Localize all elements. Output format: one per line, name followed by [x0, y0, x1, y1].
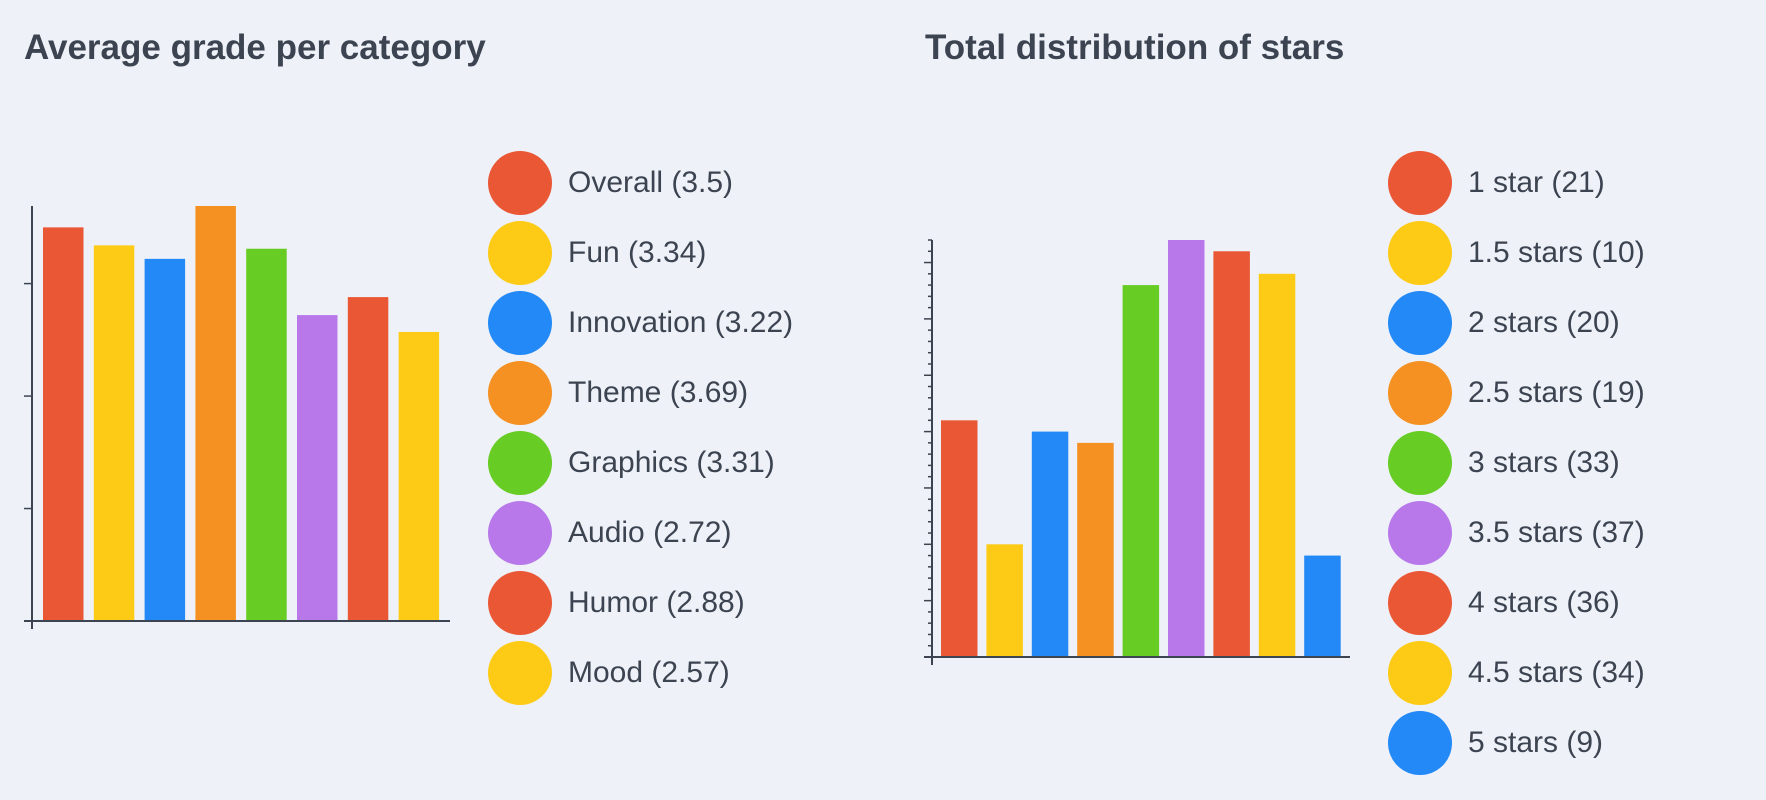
legend-item: 1 star (21) [1388, 148, 1645, 218]
legend-label: Innovation (3.22) [568, 306, 794, 339]
legend-item: 2.5 stars (19) [1388, 358, 1645, 428]
bar-fun [93, 245, 135, 621]
legend-item: Fun (3.34) [488, 218, 793, 288]
bar-humor [347, 297, 389, 621]
legend-swatch-icon [1388, 291, 1452, 355]
legend-label: 2.5 stars (19) [1468, 376, 1645, 409]
legend-item: 2 stars (20) [1388, 288, 1645, 358]
bar-innovation [144, 258, 186, 621]
legend-item: Mood (2.57) [488, 638, 793, 708]
bar-1-5-stars [986, 544, 1023, 657]
bar-mood [398, 331, 440, 621]
legend-label: 1.5 stars (10) [1468, 236, 1645, 269]
legend-swatch-icon [488, 291, 552, 355]
bar-1-star [941, 420, 978, 657]
legend-star-distribution: 1 star (21) 1.5 stars (10) 2 stars (20) 2.5… [1388, 148, 1645, 778]
bar-3-5-stars [1168, 240, 1205, 657]
legend-item: 4.5 stars (34) [1388, 638, 1645, 708]
bar-audio [297, 315, 338, 621]
legend-label: Theme (3.69) [568, 376, 749, 409]
legend-item: 1.5 stars (10) [1388, 218, 1645, 288]
legend-label: 1 star (21) [1468, 166, 1605, 199]
legend-label: 3.5 stars (37) [1468, 516, 1645, 549]
legend-label: 3 stars (33) [1468, 446, 1620, 479]
legend-label: Graphics (3.31) [568, 446, 775, 479]
bar-theme [195, 206, 236, 621]
legend-label: 2 stars (20) [1468, 306, 1620, 339]
legend-item: Innovation (3.22) [488, 288, 793, 358]
bar-2-stars [1031, 431, 1069, 657]
chart-title-star-distribution: Total distribution of stars [925, 28, 1345, 67]
chart-title-average-grade: Average grade per category [24, 28, 486, 67]
bar-4-stars [1213, 251, 1250, 657]
bar-overall [43, 227, 84, 621]
legend-swatch-icon [488, 361, 552, 425]
legend-item: 3.5 stars (37) [1388, 498, 1645, 568]
legend-swatch-icon [1388, 221, 1452, 285]
legend-label: Fun (3.34) [568, 236, 707, 269]
legend-swatch-icon [1388, 711, 1452, 775]
legend-item: 4 stars (36) [1388, 568, 1645, 638]
legend-label: Audio (2.72) [568, 516, 732, 549]
legend-label: Mood (2.57) [568, 656, 730, 689]
bar-3-stars [1122, 285, 1160, 657]
legend-swatch-icon [488, 221, 552, 285]
legend-label: 4 stars (36) [1468, 586, 1620, 619]
legend-swatch-icon [488, 571, 552, 635]
legend-swatch-icon [1388, 361, 1452, 425]
legend-swatch-icon [488, 151, 552, 215]
legend-swatch-icon [1388, 431, 1452, 495]
legend-item: Graphics (3.31) [488, 428, 793, 498]
legend-swatch-icon [488, 641, 552, 705]
legend-item: Theme (3.69) [488, 358, 793, 428]
legend-label: Humor (2.88) [568, 586, 745, 619]
legend-item: 3 stars (33) [1388, 428, 1645, 498]
bar-5-stars [1304, 555, 1341, 657]
legend-swatch-icon [1388, 641, 1452, 705]
legend-item: Humor (2.88) [488, 568, 793, 638]
legend-swatch-icon [1388, 151, 1452, 215]
legend-label: 4.5 stars (34) [1468, 656, 1645, 689]
bar-4-5-stars [1258, 273, 1296, 657]
legend-label: Overall (3.5) [568, 166, 734, 199]
legend-swatch-icon [1388, 501, 1452, 565]
legend-item: Audio (2.72) [488, 498, 793, 568]
bar-graphics [246, 248, 287, 621]
legend-swatch-icon [488, 431, 552, 495]
legend-label: 5 stars (9) [1468, 726, 1604, 759]
legend-swatch-icon [1388, 571, 1452, 635]
legend-swatch-icon [488, 501, 552, 565]
bar-2-5-stars [1077, 442, 1114, 657]
legend-average-grade: Overall (3.5) Fun (3.34) Innovation (3.22)… [488, 148, 793, 708]
legend-item: Overall (3.5) [488, 148, 793, 218]
legend-item: 5 stars (9) [1388, 708, 1645, 778]
